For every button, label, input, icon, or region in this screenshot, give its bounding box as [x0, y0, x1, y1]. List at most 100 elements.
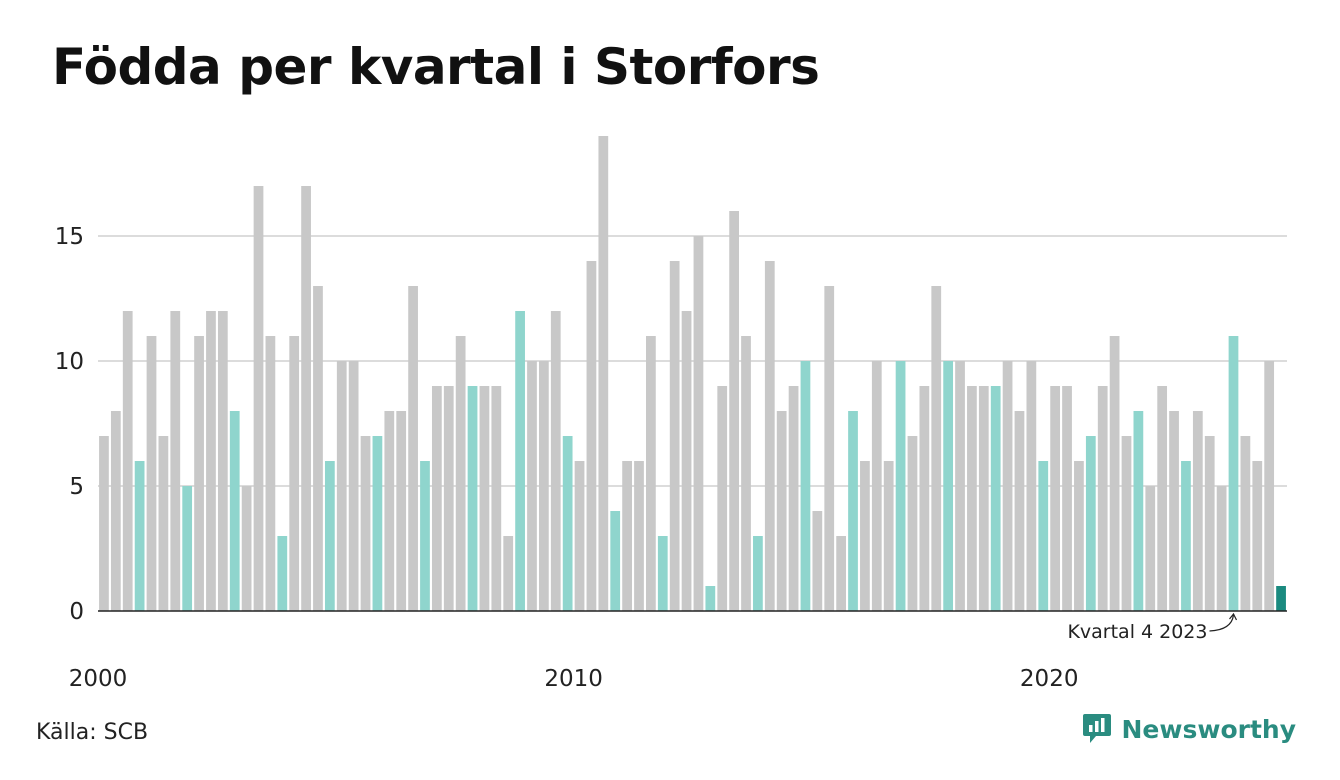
bar [396, 411, 407, 611]
bar [919, 386, 930, 611]
bar [812, 511, 823, 611]
bar [1062, 386, 1072, 611]
bar [1074, 461, 1084, 611]
bar [657, 536, 668, 611]
bar [539, 361, 549, 611]
bar [753, 536, 763, 611]
bar [669, 261, 680, 611]
bar [1181, 461, 1191, 611]
bar [479, 386, 490, 611]
bar [693, 236, 704, 611]
newsworthy-logo-icon [1082, 714, 1111, 743]
bar [289, 336, 300, 611]
bar [146, 336, 157, 611]
bar [1050, 386, 1061, 611]
bar [1240, 436, 1251, 611]
annotation-label: Kvartal 4 2023 [1067, 621, 1207, 643]
bar [467, 386, 478, 611]
bar [776, 411, 787, 611]
bar [1026, 361, 1037, 611]
x-axis-tick-labels: 2000 2010 2020 [69, 666, 1079, 692]
bar [848, 411, 858, 611]
bar [408, 286, 418, 611]
x-tick-label: 2010 [544, 666, 603, 692]
bar [741, 336, 751, 611]
bar [99, 436, 109, 611]
bar [990, 386, 1001, 611]
bar [562, 436, 573, 611]
bar [646, 336, 656, 611]
bar [170, 311, 181, 611]
bar [1204, 436, 1215, 611]
bar [788, 386, 799, 611]
bar [634, 461, 644, 611]
bar [241, 486, 252, 611]
bar [907, 436, 918, 611]
bar [360, 436, 371, 611]
bar [717, 386, 728, 611]
bar [515, 311, 525, 611]
bar [1109, 336, 1120, 611]
bar [586, 261, 597, 611]
bar [384, 411, 395, 611]
bars [99, 136, 1286, 611]
brand-name: Newsworthy [1121, 714, 1297, 744]
y-axis-tick-labels: 0 5 10 15 [55, 224, 84, 625]
bar [931, 286, 942, 611]
y-tick-label: 5 [69, 474, 84, 500]
bar [1097, 386, 1108, 611]
bar [622, 461, 632, 611]
bar [443, 386, 454, 611]
brand-logo: Newsworthy [1082, 712, 1297, 746]
bar [229, 411, 240, 611]
bar [800, 361, 811, 611]
bar [550, 311, 561, 611]
source-note: Källa: SCB [36, 720, 149, 745]
bar [1169, 411, 1179, 611]
bar [1121, 436, 1132, 611]
y-tick-label: 15 [55, 224, 84, 250]
bar [764, 261, 775, 611]
bar [336, 361, 347, 611]
bar [372, 436, 383, 611]
bar [978, 386, 989, 611]
bar [122, 311, 133, 611]
bar [1264, 361, 1275, 611]
bar [110, 411, 121, 611]
bar [217, 311, 228, 611]
y-tick-label: 0 [69, 599, 84, 625]
bar [1014, 411, 1025, 611]
bar [324, 461, 335, 611]
bar [134, 461, 145, 611]
bar [824, 286, 835, 611]
gridlines [98, 235, 1287, 487]
x-tick-label: 2020 [1020, 666, 1079, 692]
bar [598, 136, 609, 611]
bar [194, 336, 204, 611]
bar [574, 461, 585, 611]
bar [860, 461, 870, 611]
bar [871, 361, 882, 611]
bar [610, 511, 621, 611]
bar [265, 336, 276, 611]
bar [1038, 461, 1049, 611]
bar [1133, 411, 1144, 611]
annotation: Kvartal 4 2023 [1067, 612, 1238, 643]
bar [158, 436, 169, 611]
y-tick-label: 10 [55, 349, 84, 375]
bar [182, 486, 193, 611]
bar [455, 336, 466, 611]
bar [1157, 386, 1168, 611]
bar [1228, 336, 1239, 611]
bar [1145, 486, 1156, 611]
bar [681, 311, 692, 611]
chart-title: Födda per kvartal i Storfors [52, 38, 820, 96]
bar [895, 361, 906, 611]
bar [955, 361, 965, 611]
bar [253, 186, 264, 611]
annotation-arrow [1209, 612, 1238, 632]
bar [1276, 586, 1286, 611]
bar [348, 361, 359, 611]
bar [301, 186, 311, 611]
